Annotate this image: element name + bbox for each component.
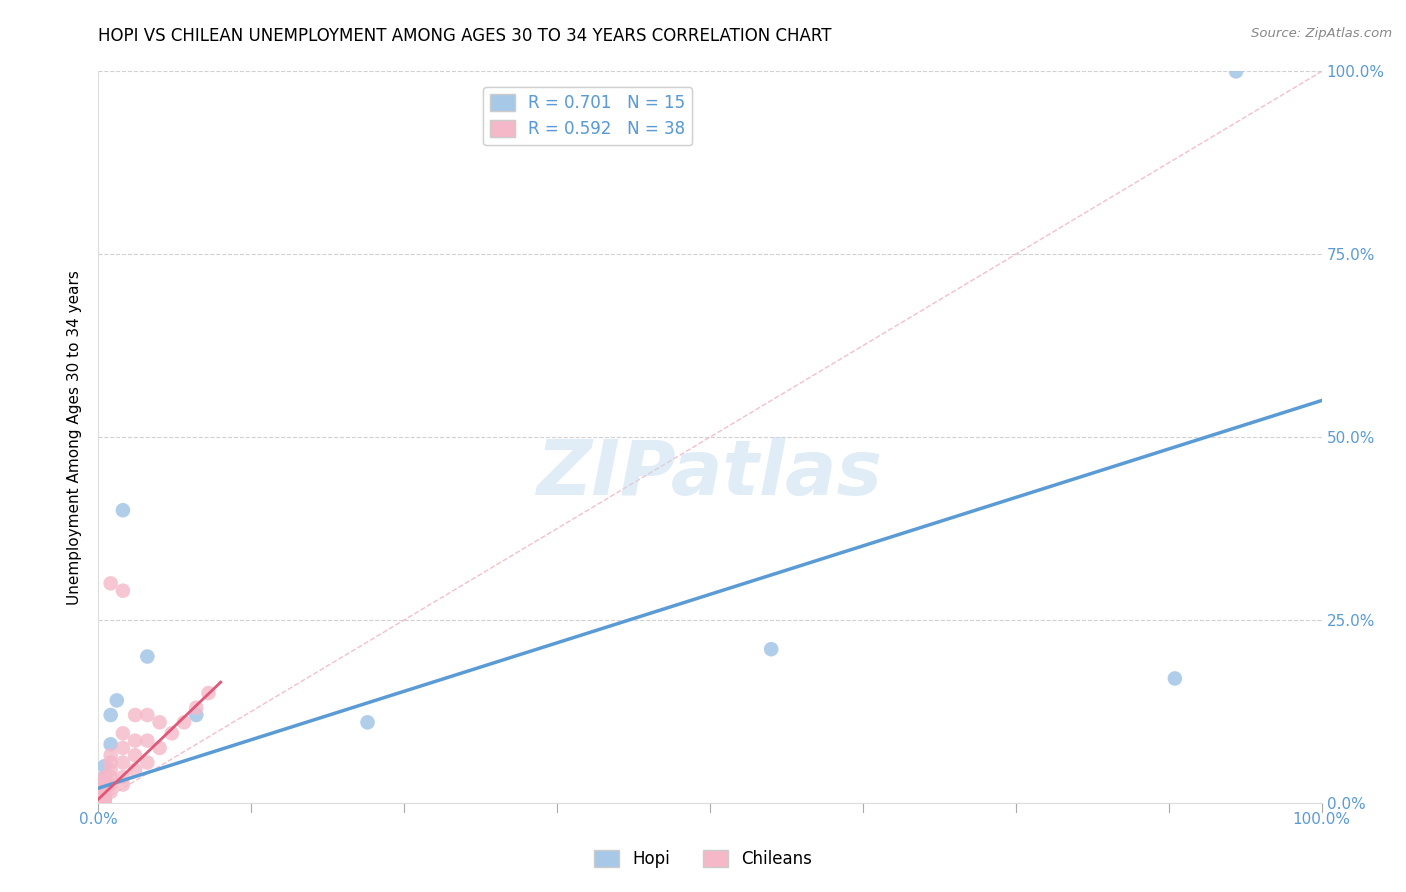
Point (93, 792, 115, 806)
Point (136, 649, 159, 664)
Text: ZIPatlas: ZIPatlas (537, 437, 883, 510)
Point (356, 715, 378, 730)
Point (93, 770, 115, 784)
Point (124, 733, 146, 747)
Point (111, 740, 134, 755)
Point (105, 693, 128, 707)
Point (93, 792, 115, 806)
Point (100, 576, 122, 591)
Point (93, 777, 115, 792)
Point (93, 792, 115, 806)
Point (124, 708, 146, 723)
Legend: Hopi, Chileans: Hopi, Chileans (588, 843, 818, 875)
Point (149, 715, 172, 730)
Point (761, 642, 783, 657)
Point (124, 748, 146, 763)
Point (1164, 672, 1187, 686)
Text: Source: ZipAtlas.com: Source: ZipAtlas.com (1251, 27, 1392, 40)
Point (111, 583, 134, 598)
Point (100, 708, 122, 723)
Point (111, 726, 134, 740)
Point (93, 785, 115, 799)
Point (111, 503, 134, 517)
Point (100, 756, 122, 770)
Text: HOPI VS CHILEAN UNEMPLOYMENT AMONG AGES 30 TO 34 YEARS CORRELATION CHART: HOPI VS CHILEAN UNEMPLOYMENT AMONG AGES … (98, 27, 832, 45)
Point (111, 756, 134, 770)
Point (93, 777, 115, 792)
Point (93, 796, 115, 810)
Point (1225, 64, 1247, 78)
Point (93, 773, 115, 788)
Point (100, 785, 122, 799)
Point (197, 686, 219, 700)
Point (173, 715, 195, 730)
Point (160, 726, 183, 740)
Y-axis label: Unemployment Among Ages 30 to 34 years: Unemployment Among Ages 30 to 34 years (67, 269, 83, 605)
Point (186, 700, 208, 714)
Point (100, 763, 122, 777)
Legend: R = 0.701   N = 15, R = 0.592   N = 38: R = 0.701 N = 15, R = 0.592 N = 38 (484, 87, 692, 145)
Point (136, 733, 159, 747)
Point (186, 708, 208, 723)
Point (136, 708, 159, 723)
Point (93, 796, 115, 810)
Point (136, 756, 159, 770)
Point (93, 789, 115, 803)
Point (93, 796, 115, 810)
Point (111, 777, 134, 792)
Point (93, 781, 115, 796)
Point (111, 770, 134, 784)
Point (100, 748, 122, 763)
Point (100, 777, 122, 792)
Point (93, 759, 115, 773)
Point (124, 763, 146, 777)
Point (93, 781, 115, 796)
Point (93, 770, 115, 784)
Point (100, 737, 122, 751)
Point (100, 770, 122, 784)
Point (149, 740, 172, 755)
Point (93, 785, 115, 799)
